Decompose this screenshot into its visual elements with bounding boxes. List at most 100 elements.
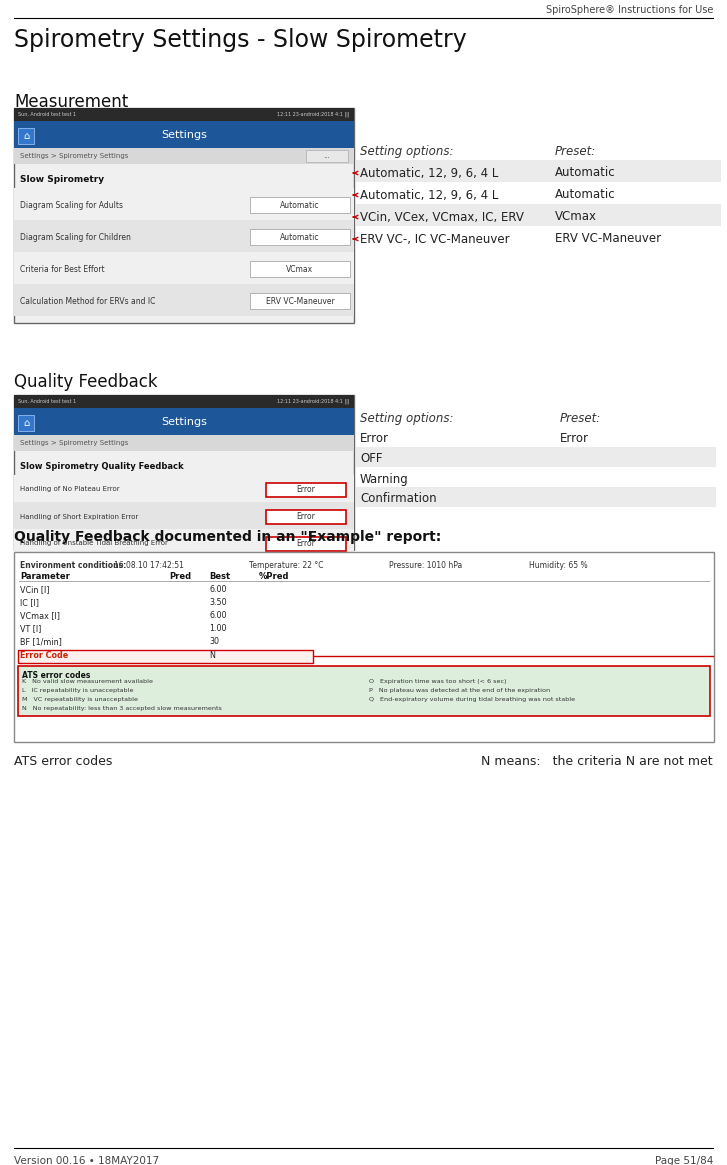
Text: L   IC repeatability is unacceptable: L IC repeatability is unacceptable bbox=[22, 689, 134, 693]
Bar bbox=[14, 552, 714, 742]
Text: Sun, Android test test 1: Sun, Android test test 1 bbox=[18, 398, 76, 403]
Bar bbox=[18, 650, 313, 663]
Bar bbox=[250, 230, 350, 245]
Text: 12:11 23-android:2018 4:1 |||: 12:11 23-android:2018 4:1 ||| bbox=[278, 398, 350, 404]
Text: M   VC repeatability is unacceptable: M VC repeatability is unacceptable bbox=[22, 697, 138, 702]
Text: Q   End-expiratory volume during tidal breathing was not stable: Q End-expiratory volume during tidal bre… bbox=[369, 697, 575, 702]
Text: Automatic: Automatic bbox=[280, 233, 320, 241]
Text: Handling of Unstable Tidal Breathing Error: Handling of Unstable Tidal Breathing Err… bbox=[20, 541, 168, 546]
Text: Slow Spirometry Quality Feedback: Slow Spirometry Quality Feedback bbox=[20, 463, 184, 471]
Text: Pred: Pred bbox=[169, 572, 191, 581]
Text: Settings > Spirometry Settings: Settings > Spirometry Settings bbox=[20, 440, 129, 446]
Bar bbox=[14, 188, 354, 220]
Bar bbox=[266, 537, 346, 551]
Text: VCmax: VCmax bbox=[555, 211, 597, 224]
Text: Handling of No Plateau Error: Handling of No Plateau Error bbox=[20, 487, 120, 493]
Bar bbox=[14, 121, 354, 148]
Text: Measurement: Measurement bbox=[14, 93, 128, 111]
Text: Best: Best bbox=[209, 572, 230, 581]
Text: Automatic, 12, 9, 6, 4 L: Automatic, 12, 9, 6, 4 L bbox=[360, 189, 499, 202]
Bar bbox=[14, 148, 354, 164]
Text: IC [l]: IC [l] bbox=[20, 598, 39, 607]
Text: Error: Error bbox=[297, 511, 316, 521]
Text: Quality Feedback documented in an "Example" report:: Quality Feedback documented in an "Examp… bbox=[14, 530, 441, 544]
Bar bbox=[14, 395, 354, 550]
Text: 16.08.10 17:42:51: 16.08.10 17:42:51 bbox=[114, 562, 184, 570]
Bar bbox=[14, 284, 354, 316]
Text: Environment conditions:: Environment conditions: bbox=[20, 562, 126, 570]
Bar bbox=[18, 666, 710, 716]
Text: N: N bbox=[209, 651, 215, 661]
Text: Parameter: Parameter bbox=[20, 572, 70, 581]
Text: Temperature: 22 °C: Temperature: 22 °C bbox=[249, 562, 324, 570]
Text: Quality Feedback: Quality Feedback bbox=[14, 373, 158, 391]
Text: Calculation Method for ERVs and IC: Calculation Method for ERVs and IC bbox=[20, 297, 156, 305]
Text: K   No valid slow measurement available: K No valid slow measurement available bbox=[22, 679, 153, 684]
Text: N means:   the criteria N are not met: N means: the criteria N are not met bbox=[481, 755, 713, 768]
Text: VCmax: VCmax bbox=[286, 264, 313, 274]
Bar bbox=[250, 294, 350, 309]
Text: P   No plateau was detected at the end of the expiration: P No plateau was detected at the end of … bbox=[369, 689, 550, 693]
Text: VCin [l]: VCin [l] bbox=[20, 585, 49, 594]
Text: Settings: Settings bbox=[161, 417, 207, 428]
Text: Error: Error bbox=[297, 485, 316, 494]
Text: Setting options:: Setting options: bbox=[360, 144, 454, 158]
Text: ATS error codes: ATS error codes bbox=[14, 755, 113, 768]
Text: SpiroSphere® Instructions for Use: SpiroSphere® Instructions for Use bbox=[546, 5, 713, 15]
Text: Slow Spirometry: Slow Spirometry bbox=[20, 175, 104, 184]
Text: Automatic, 12, 9, 6, 4 L: Automatic, 12, 9, 6, 4 L bbox=[360, 167, 499, 179]
Text: 12:11 23-android:2018 4:1 |||: 12:11 23-android:2018 4:1 ||| bbox=[278, 111, 350, 116]
Text: VT [l]: VT [l] bbox=[20, 624, 41, 633]
Text: Settings: Settings bbox=[161, 130, 207, 140]
Text: ...: ... bbox=[324, 153, 330, 158]
Bar bbox=[356, 204, 721, 226]
Text: VCin, VCex, VCmax, IC, ERV: VCin, VCex, VCmax, IC, ERV bbox=[360, 211, 524, 224]
Bar bbox=[14, 108, 354, 323]
Text: ERV VC-Maneuver: ERV VC-Maneuver bbox=[555, 233, 661, 246]
Bar bbox=[266, 482, 346, 496]
Text: OFF: OFF bbox=[360, 452, 382, 466]
Text: 6.00: 6.00 bbox=[209, 610, 227, 620]
Text: Handling of Short Expiration Error: Handling of Short Expiration Error bbox=[20, 514, 138, 520]
Text: 1.00: 1.00 bbox=[209, 624, 227, 633]
Bar bbox=[14, 395, 354, 408]
Text: Diagram Scaling for Adults: Diagram Scaling for Adults bbox=[20, 200, 123, 210]
Text: 30: 30 bbox=[209, 637, 219, 647]
Bar bbox=[356, 160, 721, 182]
Text: Criteria for Best Effort: Criteria for Best Effort bbox=[20, 264, 105, 274]
Bar bbox=[14, 502, 354, 529]
Text: Warning: Warning bbox=[360, 473, 409, 486]
Bar bbox=[266, 509, 346, 523]
Text: BF [1/min]: BF [1/min] bbox=[20, 637, 62, 647]
Bar bbox=[14, 252, 354, 284]
Text: Sun, Android test test 1: Sun, Android test test 1 bbox=[18, 112, 76, 116]
Bar bbox=[14, 475, 354, 502]
Bar bbox=[14, 435, 354, 451]
Text: 6.00: 6.00 bbox=[209, 585, 227, 594]
Text: Error: Error bbox=[360, 432, 389, 445]
Text: Error: Error bbox=[297, 539, 316, 548]
Text: VCmax [l]: VCmax [l] bbox=[20, 610, 60, 620]
Bar bbox=[356, 487, 716, 507]
Text: Confirmation: Confirmation bbox=[360, 493, 437, 506]
Bar bbox=[14, 108, 354, 121]
Text: Version 00.16 • 18MAY2017: Version 00.16 • 18MAY2017 bbox=[14, 1156, 159, 1165]
Bar bbox=[14, 529, 354, 556]
Text: ERV VC-, IC VC-Maneuver: ERV VC-, IC VC-Maneuver bbox=[360, 233, 510, 246]
Bar bbox=[250, 197, 350, 213]
Bar bbox=[18, 128, 34, 144]
Text: Preset:: Preset: bbox=[555, 144, 596, 158]
Text: Error: Error bbox=[560, 432, 589, 445]
Text: 3.50: 3.50 bbox=[209, 598, 227, 607]
Text: ERV VC-Maneuver: ERV VC-Maneuver bbox=[265, 297, 334, 305]
Bar bbox=[14, 220, 354, 252]
Text: ⌂: ⌂ bbox=[23, 130, 29, 141]
Text: Humidity: 65 %: Humidity: 65 % bbox=[529, 562, 587, 570]
Bar bbox=[14, 408, 354, 435]
Text: ⌂: ⌂ bbox=[23, 418, 29, 428]
Bar bbox=[356, 447, 716, 467]
Text: Preset:: Preset: bbox=[560, 412, 601, 425]
Text: O   Expiration time was too short (< 6 sec): O Expiration time was too short (< 6 sec… bbox=[369, 679, 507, 684]
Text: %Pred: %Pred bbox=[259, 572, 289, 581]
Text: Pressure: 1010 hPa: Pressure: 1010 hPa bbox=[389, 562, 462, 570]
